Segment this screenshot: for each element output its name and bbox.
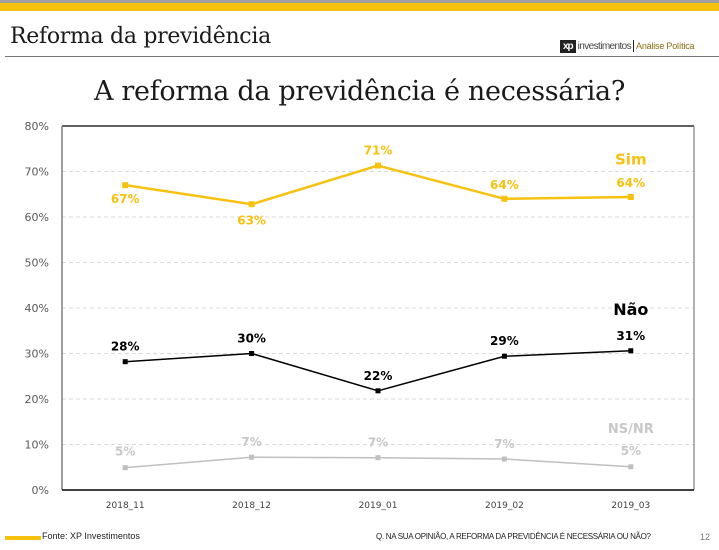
top-gray-bar — [0, 0, 719, 3]
data-point — [375, 455, 381, 461]
y-tick-label: 10% — [25, 439, 49, 452]
logo-separator — [633, 40, 635, 52]
legend-label: Sim — [615, 151, 647, 169]
legend-label: NS/NR — [608, 422, 654, 437]
footer-question: Q. NA SUA OPINIÃO, A REFORMA DA PREVIDÊN… — [376, 532, 651, 541]
y-tick-label: 60% — [25, 211, 49, 224]
data-label: 29% — [490, 334, 519, 348]
y-tick-label: 30% — [25, 348, 49, 361]
data-label: 7% — [241, 435, 261, 449]
data-point — [501, 456, 507, 462]
data-point — [249, 454, 255, 460]
legend-label: Não — [613, 300, 648, 319]
data-label: 63% — [237, 213, 266, 227]
data-point — [375, 388, 381, 394]
header-divider — [5, 56, 719, 57]
brand-logo: xp investimentos Análise Política — [560, 39, 695, 53]
data-label: 71% — [364, 144, 393, 158]
data-label: 64% — [616, 176, 645, 190]
data-label: 22% — [364, 369, 393, 383]
data-label: 30% — [237, 332, 266, 346]
y-tick-label: 40% — [25, 302, 49, 315]
y-tick-label: 0% — [32, 484, 49, 497]
page-number: 12 — [700, 532, 711, 542]
data-label: 5% — [115, 445, 135, 459]
data-label: 31% — [616, 329, 645, 343]
data-label: 28% — [111, 340, 140, 354]
x-tick-label: 2019_01 — [359, 501, 398, 511]
x-tick-label: 2018_11 — [106, 501, 145, 511]
y-tick-label: 20% — [25, 393, 49, 406]
x-tick-label: 2018_12 — [232, 501, 271, 511]
data-point — [501, 353, 507, 359]
y-tick-label: 70% — [25, 166, 49, 179]
data-point — [122, 182, 129, 189]
x-tick-label: 2019_03 — [611, 501, 650, 511]
footer-accent-bar — [5, 536, 41, 540]
data-label: 7% — [368, 436, 388, 450]
x-tick-label: 2019_02 — [485, 501, 524, 511]
data-point — [248, 201, 255, 208]
data-point — [501, 195, 508, 202]
data-label: 67% — [111, 192, 140, 206]
y-tick-label: 80% — [25, 120, 49, 133]
logo-section-text: Análise Política — [636, 41, 695, 51]
data-label: 64% — [490, 178, 519, 192]
y-tick-label: 50% — [25, 257, 49, 270]
data-point — [375, 162, 381, 169]
data-point — [122, 465, 128, 471]
top-accent-bar — [0, 3, 719, 11]
page-title: Reforma da previdência — [10, 24, 271, 49]
footer-source: Fonte: XP Investimentos — [42, 531, 140, 541]
data-point — [628, 464, 634, 470]
xp-logo-mark: xp — [560, 39, 576, 53]
data-point — [122, 359, 128, 365]
logo-brand-text: investimentos — [577, 40, 632, 52]
data-point — [628, 348, 634, 354]
data-point — [249, 351, 255, 356]
chart-title: A reforma da previdência é necessária? — [93, 76, 626, 107]
data-label: 5% — [621, 444, 641, 458]
data-point — [627, 193, 634, 200]
data-label: 7% — [494, 437, 514, 451]
